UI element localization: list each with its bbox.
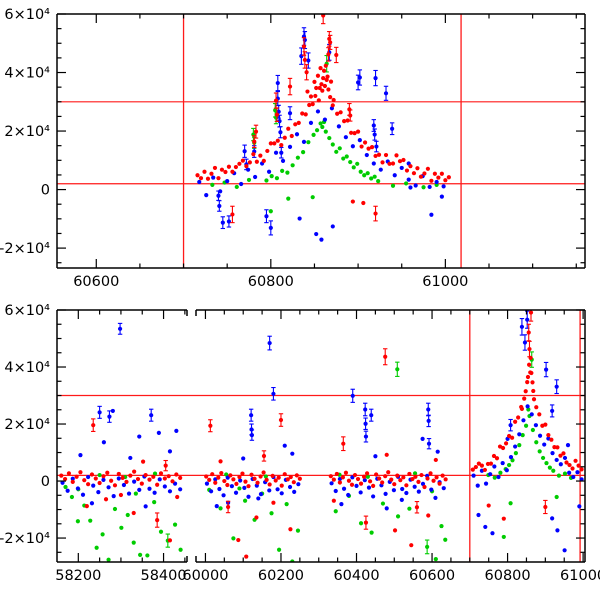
series-green [63,351,574,562]
tick-labels-top: 60600 60800 61000 6×10⁴ 4×10⁴ 2×10⁴ 0 -2×10⁴ [0,7,468,290]
ticks-top [57,13,585,268]
data-points-top [195,14,451,242]
series-blue [60,310,584,553]
y-tick-label: 6×10⁴ [4,7,50,23]
x-tick-label: 60600 [409,568,455,584]
reference-lines-bottom [57,310,585,562]
x-tick-label: 60800 [485,568,531,584]
x-tick-label: 61000 [422,274,468,290]
frame-bottom [56,309,586,563]
y-tick-label: -2×10⁴ [0,531,50,547]
x-tick-label: 58400 [140,568,186,584]
x-tick-label: 60200 [258,568,304,584]
x-tick-label: 60000 [182,568,228,584]
panel-top: 60600 60800 61000 6×10⁴ 4×10⁴ 2×10⁴ 0 -2×10⁴ [0,7,586,290]
x-tick-label: 60800 [248,274,294,290]
ticks-bottom [57,309,585,562]
frame-top [56,13,586,269]
y-tick-label: 4×10⁴ [4,66,50,82]
x-tick-label: 60600 [73,274,119,290]
x-tick-label: 60400 [333,568,379,584]
data-points-bottom [59,310,584,562]
y-tick-label: -2×10⁴ [0,241,50,257]
x-tick-label: 61000 [560,568,600,584]
y-tick-label: 2×10⁴ [4,417,50,433]
series-red [195,14,451,224]
y-tick-label: 0 [41,183,50,199]
reference-lines-top [57,14,585,268]
series-red [59,310,584,559]
y-tick-label: 6×10⁴ [4,303,50,319]
y-tick-label: 4×10⁴ [4,360,50,376]
y-tick-label: 2×10⁴ [4,124,50,140]
y-tick-label: 0 [41,474,50,490]
series-blue [197,27,446,242]
x-tick-label: 58200 [55,568,101,584]
